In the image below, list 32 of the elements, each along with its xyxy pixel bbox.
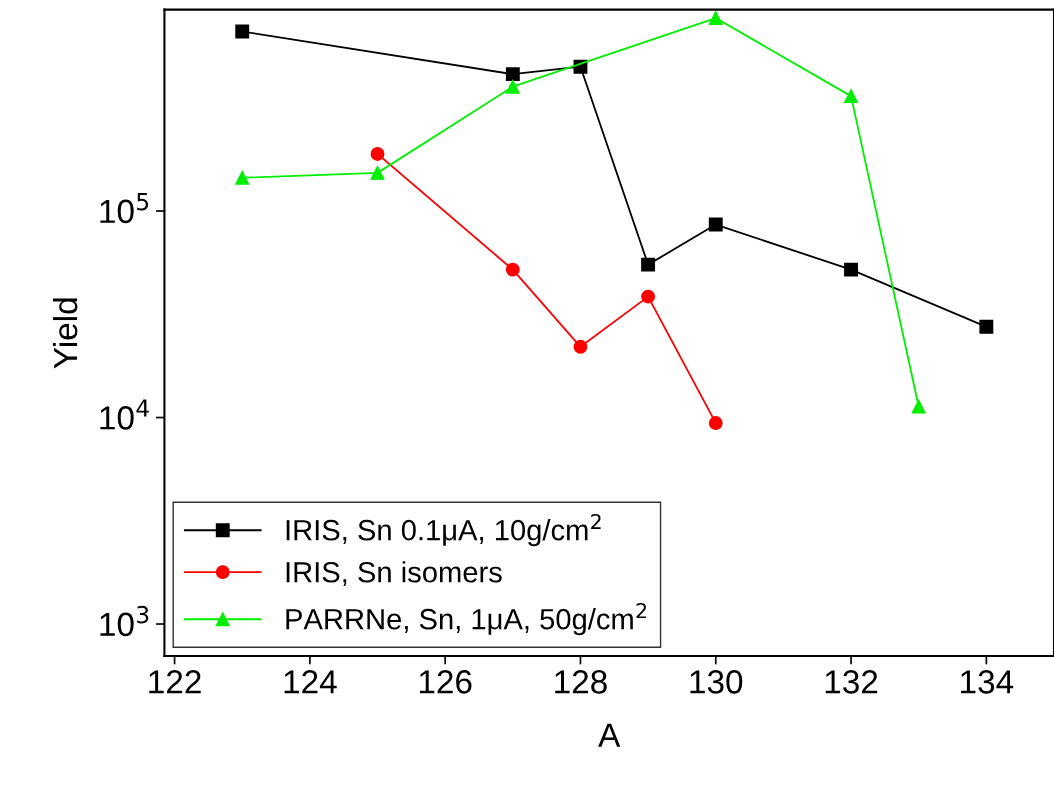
point xyxy=(505,67,520,82)
point xyxy=(708,11,723,25)
point xyxy=(844,89,859,104)
y-axis-title: Yield xyxy=(52,298,78,369)
legend-label: IRIS, Sn 0.1μA, 10g/cm$^{2}$ xyxy=(286,513,601,547)
point xyxy=(370,146,385,161)
point xyxy=(235,24,250,39)
y-tick-label: 10$^{4}$ xyxy=(100,399,149,430)
x-tick-label: 132 xyxy=(825,670,878,694)
point xyxy=(911,399,926,414)
legend-label: IRIS, Sn isomers xyxy=(286,561,502,587)
x-tick-label: 130 xyxy=(690,670,743,694)
x-axis-title: A xyxy=(598,723,621,747)
point xyxy=(708,416,723,431)
y-tick-label: 10$^{3}$ xyxy=(100,605,149,637)
point xyxy=(844,262,859,277)
point xyxy=(505,262,520,277)
point xyxy=(641,257,656,272)
point xyxy=(573,339,588,354)
x-tick-label: 124 xyxy=(284,670,337,694)
point xyxy=(979,319,994,334)
point xyxy=(708,217,723,232)
point xyxy=(370,165,385,180)
legend-label: PARRNe, Sn, 1μA, 50g/cm$^{2}$ xyxy=(286,602,646,636)
x-tick-label: 122 xyxy=(149,670,201,694)
x-tick-label: 128 xyxy=(555,670,607,694)
x-tick-label: 126 xyxy=(419,670,472,694)
y-tick-label: 10$^{5}$ xyxy=(100,193,149,224)
point xyxy=(641,289,656,304)
x-tick-label: 134 xyxy=(961,670,1014,694)
point xyxy=(235,170,250,185)
point xyxy=(505,79,520,94)
